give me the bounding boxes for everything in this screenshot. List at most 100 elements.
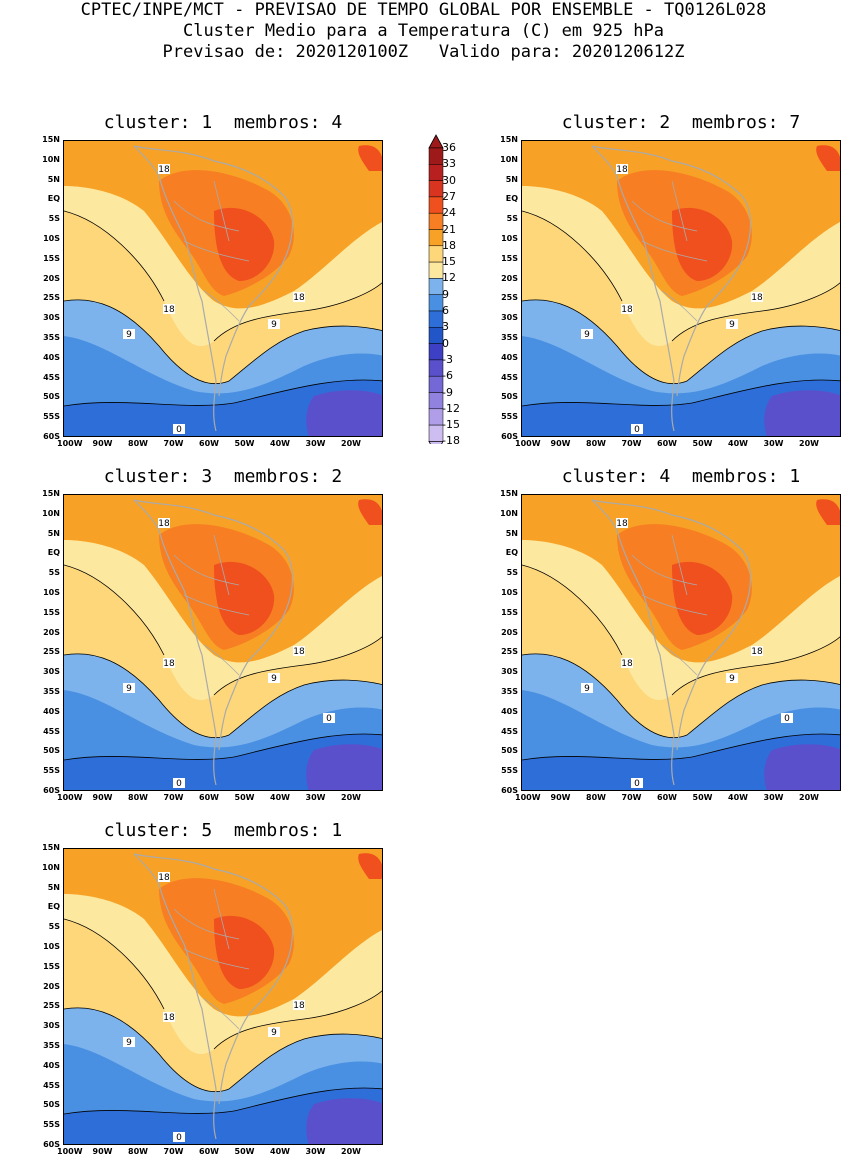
- svg-text:0: 0: [176, 425, 182, 435]
- lon-tick-label: 20W: [799, 793, 819, 802]
- lon-tick-label: 50W: [692, 793, 713, 802]
- colorbar-label: 3: [442, 320, 449, 334]
- lat-tick-label: 15N: [500, 489, 518, 498]
- lon-tick-label: 100W: [57, 439, 83, 448]
- colorbar-label: 6: [442, 304, 449, 317]
- lat-tick-label: 60S: [501, 432, 518, 441]
- temperature-region-purple: [306, 390, 382, 436]
- contour-label: 18: [293, 1000, 305, 1011]
- lat-tick-label: 55S: [43, 412, 60, 422]
- lat-tick-label: 60S: [43, 1140, 60, 1149]
- lat-tick-label: 30S: [43, 313, 60, 323]
- temperature-region-sea-blue_dark: [64, 1088, 382, 1144]
- panel-title: cluster: 2 membros: 7: [561, 112, 801, 133]
- lat-tick-label: 20S: [43, 627, 60, 637]
- svg-text:18: 18: [751, 647, 763, 657]
- colorbar-swatch: [428, 408, 444, 426]
- svg-text:18: 18: [621, 659, 633, 669]
- lon-tick-label: 60W: [199, 793, 219, 802]
- contour-label: 18: [163, 304, 175, 315]
- lat-tick-label: 25S: [501, 647, 518, 657]
- lat-tick-label: 55S: [501, 412, 518, 422]
- contour-label: 18: [163, 658, 175, 669]
- lon-tick-label: 40W: [270, 439, 290, 448]
- svg-text:18: 18: [163, 1013, 175, 1023]
- temperature-map: 18 18 18 9 9 0: [522, 141, 840, 436]
- panel-title: cluster: 1 membros: 4: [103, 112, 343, 133]
- lon-tick-label: 40W: [270, 1147, 290, 1156]
- svg-text:18: 18: [163, 659, 175, 669]
- contour-label: 18: [616, 518, 628, 529]
- lat-tick-label: 35S: [501, 333, 518, 342]
- temperature-region-sea-blue_dark: [64, 380, 382, 436]
- lon-tick-label: 40W: [728, 793, 748, 802]
- panel-title: cluster: 5 membros: 1: [103, 820, 343, 841]
- lat-tick-label: 45S: [501, 726, 518, 736]
- svg-text:0: 0: [634, 779, 640, 789]
- lat-tick-label: 15S: [43, 253, 60, 263]
- lat-tick-label: 20S: [501, 627, 518, 637]
- svg-text:0: 0: [326, 714, 332, 724]
- contour-label: 0: [173, 424, 185, 435]
- colorbar-swatch: [428, 359, 444, 377]
- colorbar-swatch: [428, 229, 444, 247]
- contour-label: 9: [268, 319, 280, 330]
- contour-line: [64, 1087, 382, 1115]
- lat-tick-label: 15S: [501, 253, 518, 263]
- colorbar-swatch: [428, 294, 444, 312]
- lat-tick-label: 10N: [42, 154, 60, 164]
- contour-label: 18: [293, 292, 305, 303]
- lat-tick-label: 60S: [501, 786, 518, 795]
- country-borders: [631, 534, 708, 676]
- lat-tick-label: EQ: [47, 194, 60, 204]
- colorbar-swatch: [428, 261, 444, 279]
- lat-tick-label: 35S: [501, 687, 518, 696]
- contour-label: 18: [293, 646, 305, 657]
- lat-tick-label: 20S: [43, 273, 60, 283]
- temperature-region-africa: [358, 853, 382, 879]
- country-borders: [631, 180, 708, 322]
- lon-tick-label: 50W: [692, 439, 713, 448]
- colorbar-label: 15: [442, 255, 456, 269]
- svg-text:9: 9: [584, 684, 590, 694]
- contour-line: [522, 299, 840, 384]
- lon-tick-label: 70W: [163, 793, 184, 802]
- lat-tick-label: 20S: [43, 981, 60, 991]
- temperature-region-redcore: [214, 207, 275, 281]
- lat-tick-label: 10N: [42, 862, 60, 872]
- lat-tick-label: 15N: [42, 135, 60, 144]
- panel-title: cluster: 3 membros: 2: [103, 466, 343, 487]
- contour-label: 9: [123, 683, 135, 694]
- svg-text:9: 9: [729, 320, 735, 330]
- lon-tick-label: 70W: [163, 439, 184, 448]
- contour-label: 18: [751, 646, 763, 657]
- colorbar-label: 36: [442, 141, 456, 154]
- lon-tick-label: 90W: [92, 793, 113, 802]
- contour-line: [64, 918, 382, 1050]
- temperature-map: 18 18 18 9 9 0: [64, 849, 382, 1144]
- lat-tick-label: 45S: [43, 372, 60, 382]
- lon-tick-label: 50W: [234, 1147, 255, 1156]
- lon-tick-label: 80W: [586, 793, 606, 802]
- contour-label: 18: [163, 1012, 175, 1023]
- colorbar-swatch: [428, 212, 444, 230]
- contour-label: 18: [621, 658, 633, 669]
- lat-tick-label: 45S: [501, 372, 518, 382]
- temperature-region-purple: [764, 390, 840, 436]
- temperature-region-sea-blue_dark: [522, 734, 840, 790]
- svg-text:18: 18: [621, 305, 633, 315]
- lon-tick-label: 80W: [128, 793, 148, 802]
- colorbar-label: -9: [442, 385, 453, 399]
- lon-tick-label: 70W: [621, 439, 642, 448]
- colorbar-swatch: [428, 245, 444, 263]
- contour-label: 0: [631, 424, 643, 435]
- contour-line: [522, 210, 840, 342]
- contour-label: 18: [621, 304, 633, 315]
- colorbar-label: 12: [442, 271, 456, 285]
- lon-tick-label: 20W: [799, 439, 819, 448]
- svg-text:9: 9: [271, 1028, 277, 1038]
- colorbar-label: -18: [442, 434, 460, 448]
- lat-tick-label: 5S: [48, 214, 60, 224]
- contour-label: 9: [581, 329, 593, 340]
- lon-tick-label: 60W: [657, 439, 677, 448]
